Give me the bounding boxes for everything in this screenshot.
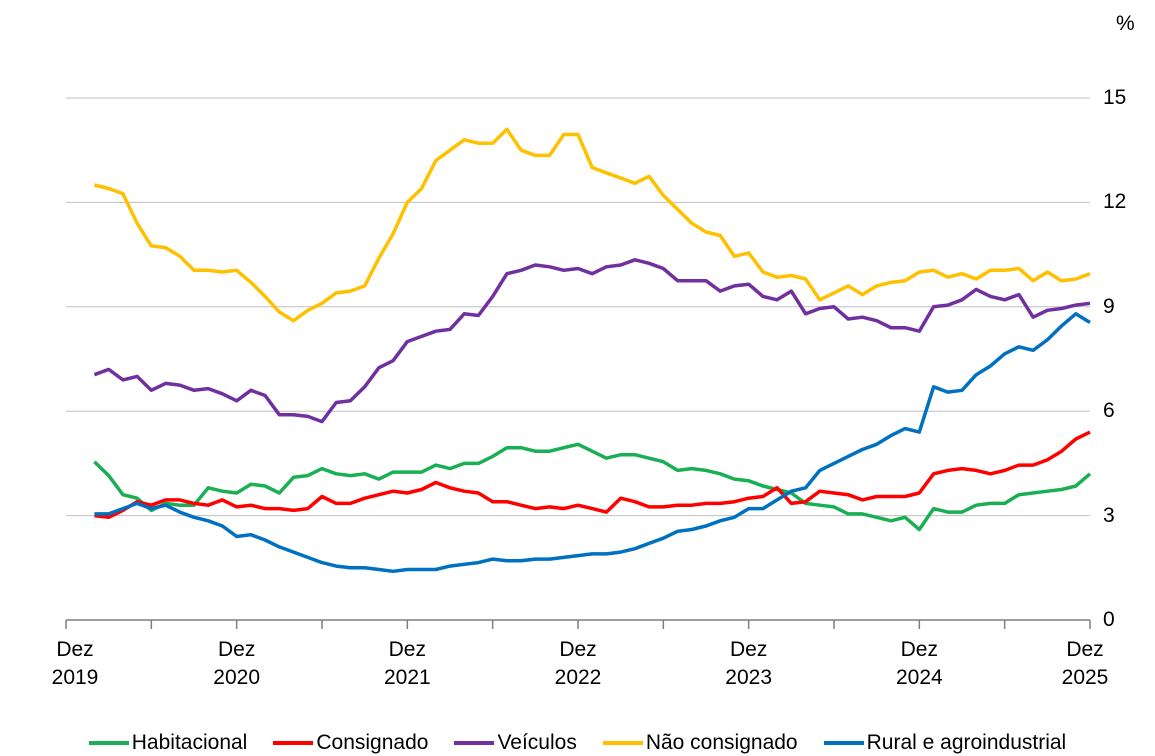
series-line	[93, 258, 1091, 424]
legend-label: Não consignado	[645, 731, 798, 754]
legend: Habitacional Consignado Veículos Não consig…	[0, 730, 1155, 756]
legend-item: Consignado	[273, 730, 428, 756]
legend-label: Veículos	[497, 731, 577, 754]
series-line	[93, 127, 1091, 323]
legend-label: Consignado	[316, 731, 429, 754]
legend-item: Não consignado	[602, 730, 798, 756]
y-tick-label: 12	[1103, 190, 1127, 214]
legend-swatch	[88, 741, 129, 745]
y-tick-label: 9	[1103, 294, 1115, 318]
series-line	[94, 430, 1091, 520]
x-tick-label: Dez 2022	[554, 638, 602, 689]
legend-item: Veículos	[454, 730, 577, 756]
x-tick-label: Dez 2020	[213, 638, 261, 689]
series-line	[93, 442, 1092, 532]
y-tick-label: 3	[1103, 503, 1115, 527]
legend-label: Habitacional	[131, 731, 248, 754]
x-tick-label: Dez 2019	[51, 638, 99, 689]
legend-item: Habitacional	[88, 730, 248, 756]
x-tick-label: Dez 2021	[383, 638, 431, 689]
legend-label: Rural e agroindustrial	[866, 731, 1067, 754]
legend-item: Rural e agroindustrial	[823, 730, 1067, 756]
x-tick-label: Dez 2024	[895, 638, 943, 689]
series-line	[94, 312, 1091, 574]
y-tick-label: 6	[1103, 399, 1115, 423]
x-tick-label: Dez 2023	[725, 638, 773, 689]
legend-swatch	[273, 741, 314, 745]
y-tick-label: 0	[1103, 608, 1115, 631]
legend-swatch	[823, 741, 864, 745]
x-tick-label: Dez 2025	[1061, 638, 1109, 689]
y-tick-label: 15	[1103, 86, 1127, 109]
y-axis-label: %	[1116, 12, 1135, 35]
legend-swatch	[454, 741, 495, 745]
legend-swatch	[602, 741, 643, 745]
